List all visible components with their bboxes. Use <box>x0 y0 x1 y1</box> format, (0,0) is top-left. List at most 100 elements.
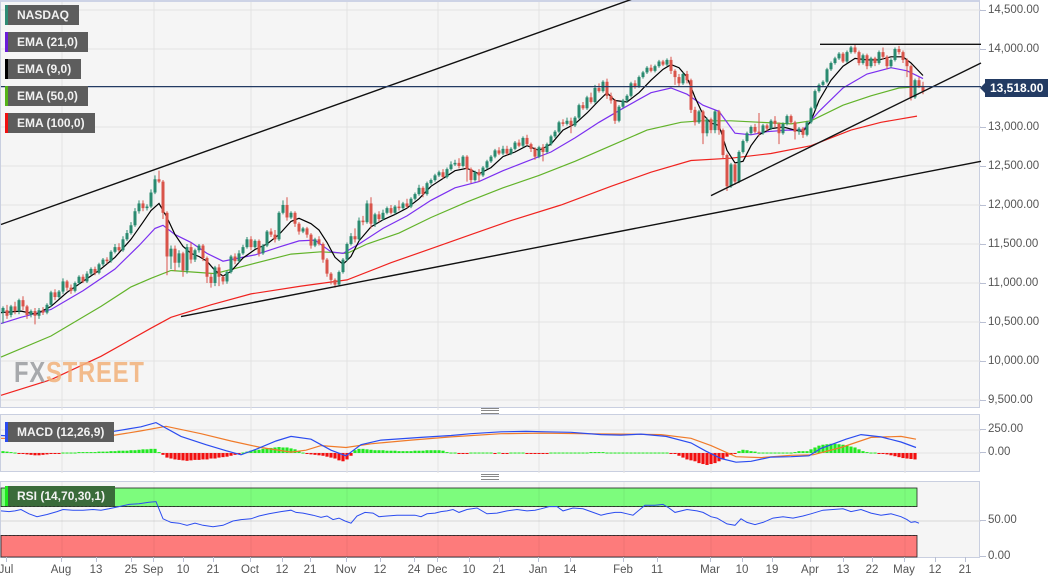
legend-ema-21[interactable]: EMA (21,0) <box>5 32 88 52</box>
time-axis-label: 21 <box>958 564 972 576</box>
legend-label: MACD (12,26,9) <box>17 425 105 439</box>
rising-support-line[interactable] <box>710 62 982 197</box>
time-axis-label: 13 <box>89 564 103 576</box>
time-axis-label: May <box>893 564 915 576</box>
time-axis-tick <box>346 557 347 562</box>
legend-label: NASDAQ <box>17 8 70 22</box>
price-chart-pane[interactable] <box>0 0 982 410</box>
price-axis-label: 13,000.00 <box>988 121 1040 133</box>
time-axis-tick <box>810 557 811 562</box>
time-axis-label: 10 <box>176 564 190 576</box>
macd-axis-label: 0.00 <box>988 446 1011 458</box>
legend-ema-50[interactable]: EMA (50,0) <box>5 86 88 106</box>
time-axis-label: 24 <box>407 564 421 576</box>
time-axis-tick <box>469 557 470 562</box>
time-axis-tick <box>843 557 844 562</box>
price-chart-canvas <box>0 0 982 410</box>
price-axis-label: 11,000.00 <box>988 277 1039 289</box>
time-axis-tick <box>131 557 132 562</box>
price-axis-label: 9,500.00 <box>988 394 1033 406</box>
time-axis-tick <box>213 557 214 562</box>
time-axis-label: Oct <box>241 564 259 576</box>
time-axis-tick <box>935 557 936 562</box>
price-axis-label: 14,000.00 <box>988 43 1040 55</box>
legend-nasdaq[interactable]: NASDAQ <box>5 5 80 25</box>
time-axis-label: 10 <box>735 564 749 576</box>
time-axis-label: Mar <box>700 564 720 576</box>
time-axis-tick <box>904 557 905 562</box>
legend-ema-9[interactable]: EMA (9,0) <box>5 59 82 79</box>
legend-macd[interactable]: MACD (12,26,9) <box>5 422 115 442</box>
time-axis-tick <box>872 557 873 562</box>
time-axis-label: Jul <box>0 564 14 576</box>
price-axis-tick <box>980 361 986 362</box>
fxstreet-watermark: FXSTREET <box>14 357 145 390</box>
time-axis-label: 12 <box>373 564 387 576</box>
watermark-street: STREET <box>46 357 145 389</box>
time-axis-tick <box>250 557 251 562</box>
time-axis-label: Aug <box>50 564 72 576</box>
time-axis-tick <box>61 557 62 562</box>
lower-channel-line[interactable] <box>180 160 982 318</box>
legend-label: EMA (21,0) <box>17 35 78 49</box>
price-axis-tick <box>980 322 986 323</box>
price-axis-label: 11,500.00 <box>988 238 1039 250</box>
macd-axis-tick <box>980 452 986 453</box>
price-axis-tick <box>980 283 986 284</box>
time-axis-tick <box>310 557 311 562</box>
time-axis-tick <box>710 557 711 562</box>
price-axis-tick <box>980 244 986 245</box>
rsi-pane-resize-handle[interactable] <box>481 474 499 480</box>
macd-pane-resize-handle[interactable] <box>481 408 499 414</box>
time-axis-label: 12 <box>275 564 289 576</box>
rsi-pane[interactable] <box>0 481 981 559</box>
time-axis-label: Apr <box>801 564 819 576</box>
time-axis-tick <box>380 557 381 562</box>
time-axis-label: Jan <box>528 564 548 576</box>
ema-line <box>0 67 924 325</box>
time-axis-tick <box>538 557 539 562</box>
price-axis-tick <box>980 49 986 50</box>
macd-canvas <box>0 415 981 473</box>
upper-channel-line[interactable] <box>0 0 641 226</box>
price-axis-tick <box>980 205 986 206</box>
time-axis-label: Nov <box>335 564 357 576</box>
time-axis-label: Sep <box>142 564 164 576</box>
time-axis-tick <box>6 557 7 562</box>
time-axis-tick <box>623 557 624 562</box>
time-axis-label: 22 <box>865 564 879 576</box>
price-axis-label: 14,500.00 <box>988 4 1040 16</box>
time-axis-tick <box>414 557 415 562</box>
legend-ema-100[interactable]: EMA (100,0) <box>5 113 95 133</box>
time-axis-label: 11 <box>651 564 663 576</box>
macd-pane[interactable] <box>0 414 981 473</box>
time-axis-label: 19 <box>765 564 779 576</box>
legend-label: EMA (9,0) <box>17 62 72 76</box>
time-axis-tick <box>965 557 966 562</box>
time-axis-tick <box>437 557 438 562</box>
ema-line <box>0 115 918 396</box>
time-axis-label: 25 <box>124 564 138 576</box>
macd-axis-tick <box>980 429 986 430</box>
time-axis-tick <box>657 557 658 562</box>
legend-rsi[interactable]: RSI (14,70,30,1) <box>5 486 116 506</box>
time-axis-label: 10 <box>462 564 476 576</box>
time-axis-tick <box>570 557 571 562</box>
rsi-canvas <box>0 482 981 559</box>
time-axis-label: 21 <box>492 564 506 576</box>
time-axis-tick <box>96 557 97 562</box>
time-axis-label: 14 <box>563 564 577 576</box>
time-axis-tick <box>499 557 500 562</box>
price-axis-label: 10,500.00 <box>988 316 1040 328</box>
price-axis-label: 10,000.00 <box>988 355 1040 367</box>
rsi-axis-label: 0.00 <box>988 550 1011 562</box>
time-axis-label: 13 <box>836 564 850 576</box>
time-axis-label: 12 <box>928 564 942 576</box>
time-axis-label: Dec <box>426 564 448 576</box>
rsi-axis-label: 50.00 <box>988 514 1017 526</box>
legend-label: EMA (100,0) <box>17 116 85 130</box>
legend-label: RSI (14,70,30,1) <box>17 489 106 503</box>
rsi-axis-tick <box>980 556 986 557</box>
price-axis-tick <box>980 166 986 167</box>
macd-axis-label: 250.00 <box>988 423 1024 435</box>
